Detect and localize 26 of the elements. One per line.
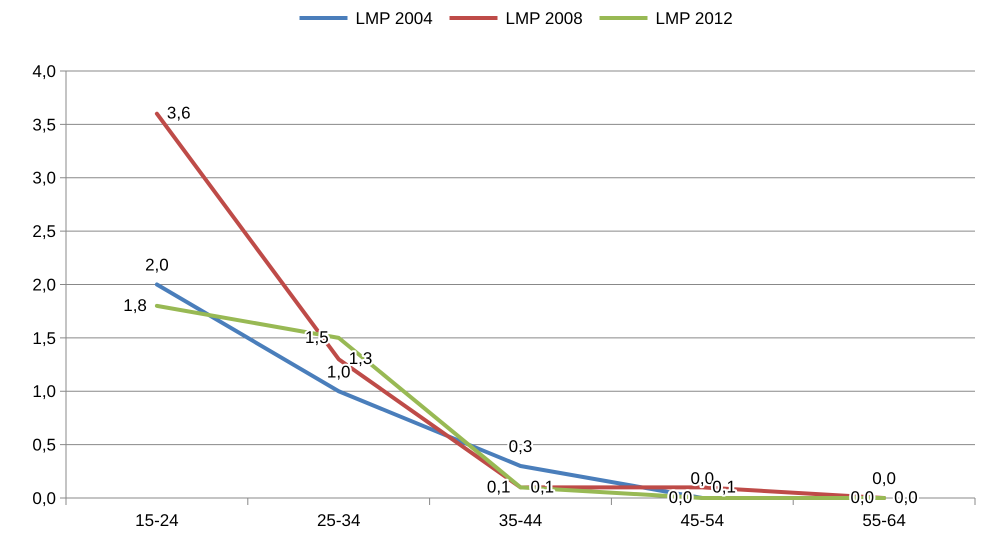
legend-label: LMP 2012 [656,8,733,28]
y-tick-label: 2,0 [32,275,56,294]
y-tick-label: 0,5 [32,436,56,455]
y-tick-label: 3,5 [32,115,56,134]
y-tick-label: 1,0 [32,382,56,402]
y-tick-label: 1,5 [32,328,56,348]
x-tick-label: 25-34 [316,511,360,530]
data-label: 0,1 [486,477,510,496]
x-tick-label: 55-64 [862,511,906,530]
data-label: 0,3 [508,436,532,456]
y-tick-label: 0,0 [32,488,56,508]
x-tick-label: 35-44 [498,511,542,530]
data-label: 0,0 [872,469,896,488]
x-tick-label: 15-24 [135,511,179,530]
y-tick-label: 3,0 [32,168,56,188]
y-tick-label: 4,0 [32,62,56,81]
data-label: 3,6 [166,104,191,123]
x-tick-label: 45-54 [680,511,724,530]
y-tick-label: 2,5 [32,222,56,242]
data-label: 1,8 [123,296,147,315]
legend-label: LMP 2004 [356,8,433,28]
data-label: 1,5 [305,328,329,347]
data-label: 1,0 [326,362,351,382]
legend-label: LMP 2008 [506,8,583,28]
data-label: 2,0 [145,256,169,274]
data-label: 0,0 [894,488,918,507]
